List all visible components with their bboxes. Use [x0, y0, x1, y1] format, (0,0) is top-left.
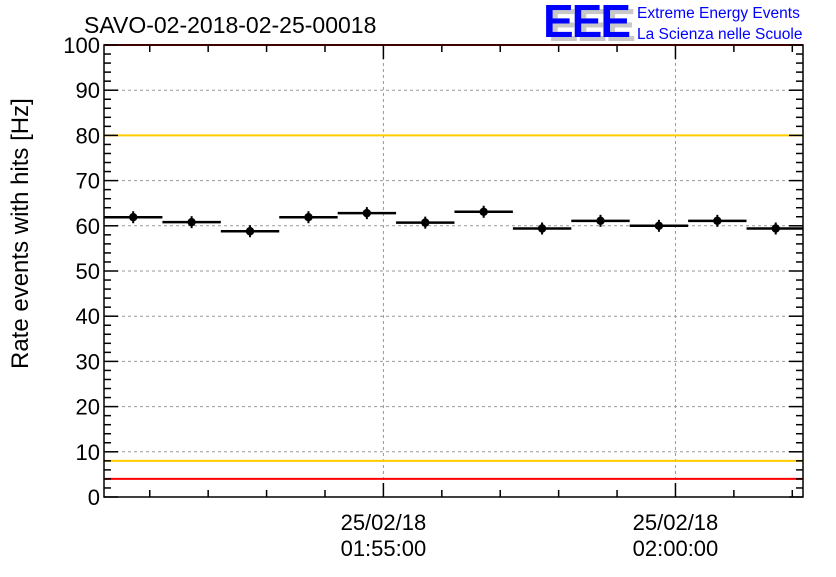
data-point: [362, 208, 372, 218]
data-point: [771, 224, 780, 233]
x-tick-date: 25/02/18: [633, 510, 719, 535]
eee-logo: EEE Extreme Energy Events La Scienza nel…: [543, 0, 802, 47]
y-axis-label: Rate events with hits [Hz]: [7, 98, 34, 369]
y-tick-label: 50: [76, 259, 100, 284]
data-point: [654, 221, 664, 230]
y-tick-label: 100: [63, 33, 100, 58]
y-tick-label: 10: [76, 440, 100, 465]
y-tick-label: 80: [76, 123, 100, 148]
y-tick-label: 30: [76, 349, 100, 374]
data-point: [129, 213, 138, 222]
data-point: [187, 217, 196, 227]
data-point: [304, 213, 313, 222]
logo-line2: La Scienza nelle Scuole: [637, 26, 802, 43]
y-tick-label: 0: [88, 485, 100, 510]
x-tick-label: 01:55:00: [341, 536, 427, 561]
x-tick-date: 25/02/18: [341, 510, 427, 535]
y-tick-label: 60: [76, 214, 100, 239]
y-tick-label: 40: [76, 304, 100, 329]
data-point: [479, 207, 488, 216]
y-tick-label: 20: [76, 395, 100, 420]
chart-title: SAVO-02-2018-02-25-00018: [84, 12, 376, 38]
y-tick-label: 90: [76, 78, 100, 103]
data-point: [713, 216, 722, 226]
data-point: [245, 227, 255, 236]
data-point: [421, 218, 430, 227]
plot-frame: [103, 44, 804, 498]
logo-line1: Extreme Energy Events: [637, 5, 800, 22]
data-point: [537, 224, 547, 233]
logo-mark: EEE: [543, 0, 629, 47]
y-tick-label: 70: [76, 169, 100, 194]
x-tick-label: 02:00:00: [633, 536, 719, 561]
data-point: [596, 216, 605, 226]
